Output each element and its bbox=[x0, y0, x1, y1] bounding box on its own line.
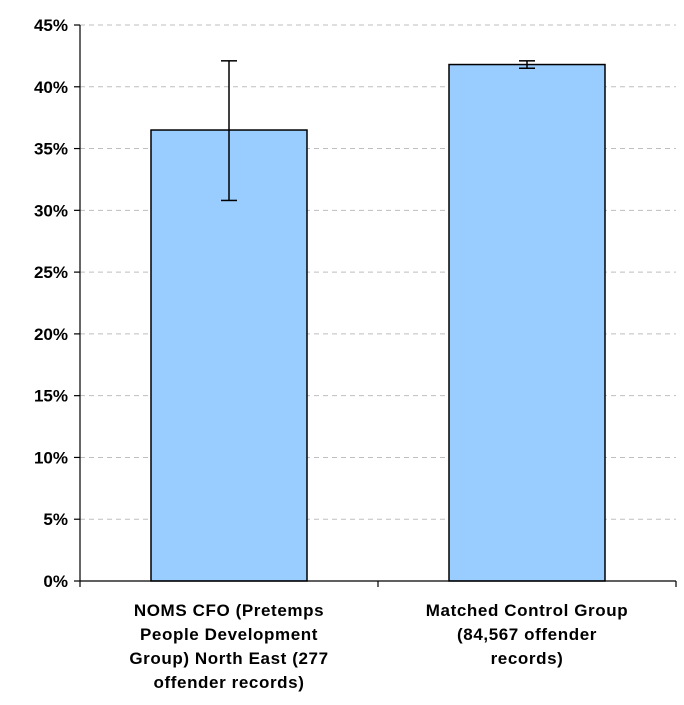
y-tick-label: 45% bbox=[34, 16, 68, 35]
y-tick-label: 35% bbox=[34, 140, 68, 159]
bar bbox=[448, 63, 606, 582]
error-bars bbox=[221, 60, 535, 202]
y-tick-label: 15% bbox=[34, 387, 68, 406]
y-tick-label: 10% bbox=[34, 448, 68, 467]
y-tick-label: 0% bbox=[43, 572, 68, 591]
y-tick-label: 5% bbox=[43, 510, 68, 529]
labels: NOMS CFO (Pretemps People Development Grou… bbox=[34, 16, 628, 692]
bars bbox=[150, 63, 606, 582]
y-tick-label: 30% bbox=[34, 201, 68, 220]
y-tick-label: 25% bbox=[34, 263, 68, 282]
x-tick-label: NOMS CFO (Pretemps People Development Grou… bbox=[129, 601, 328, 692]
x-tick-label: Matched Control Group (84,567 offender rec… bbox=[426, 601, 628, 668]
bar bbox=[150, 129, 308, 582]
axes bbox=[74, 24, 677, 587]
y-tick-label: 40% bbox=[34, 78, 68, 97]
y-tick-label: 20% bbox=[34, 325, 68, 344]
